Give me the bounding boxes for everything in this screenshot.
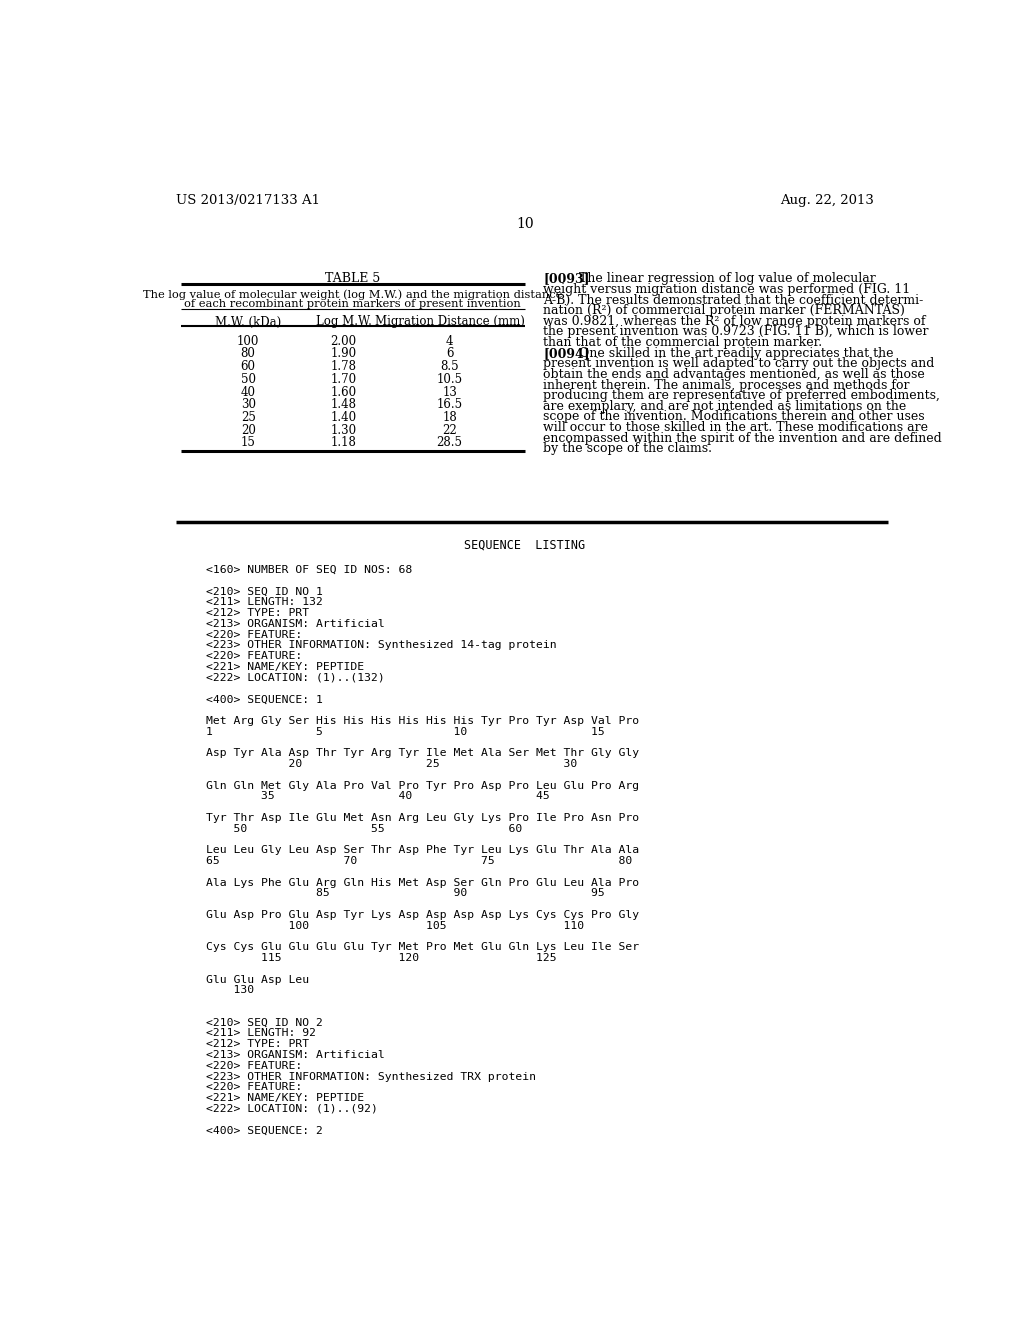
Text: US 2013/0217133 A1: US 2013/0217133 A1 [176,194,321,207]
Text: Gln Gln Met Gly Ala Pro Val Pro Tyr Pro Asp Pro Leu Glu Pro Arg: Gln Gln Met Gly Ala Pro Val Pro Tyr Pro … [206,780,639,791]
Text: <210> SEQ ID NO 1: <210> SEQ ID NO 1 [206,586,323,597]
Text: 25: 25 [241,411,256,424]
Text: 80: 80 [241,347,256,360]
Text: 1               5                   10                  15: 1 5 10 15 [206,726,604,737]
Text: <223> OTHER INFORMATION: Synthesized TRX protein: <223> OTHER INFORMATION: Synthesized TRX… [206,1072,536,1081]
Text: 15: 15 [241,437,256,449]
Text: <211> LENGTH: 92: <211> LENGTH: 92 [206,1028,315,1039]
Text: <213> ORGANISM: Artificial: <213> ORGANISM: Artificial [206,1051,384,1060]
Text: <212> TYPE: PRT: <212> TYPE: PRT [206,1039,308,1049]
Text: <210> SEQ ID NO 2: <210> SEQ ID NO 2 [206,1018,323,1028]
Text: SEQUENCE  LISTING: SEQUENCE LISTING [464,539,586,552]
Text: <213> ORGANISM: Artificial: <213> ORGANISM: Artificial [206,619,384,628]
Text: <400> SEQUENCE: 1: <400> SEQUENCE: 1 [206,694,323,705]
Text: 10: 10 [516,216,534,231]
Text: 100: 100 [237,335,259,347]
Text: 1.30: 1.30 [331,424,356,437]
Text: scope of the invention. Modifications therein and other uses: scope of the invention. Modifications th… [544,411,925,424]
Text: Aug. 22, 2013: Aug. 22, 2013 [779,194,873,207]
Text: 1.40: 1.40 [331,411,356,424]
Text: [0093]: [0093] [544,272,590,285]
Text: 1.60: 1.60 [331,385,356,399]
Text: The linear regression of log value of molecular: The linear regression of log value of mo… [579,272,876,285]
Text: <400> SEQUENCE: 2: <400> SEQUENCE: 2 [206,1126,323,1135]
Text: <221> NAME/KEY: PEPTIDE: <221> NAME/KEY: PEPTIDE [206,663,364,672]
Text: 85                  90                  95: 85 90 95 [206,888,604,899]
Text: 60: 60 [241,360,256,374]
Text: the present invention was 0.9723 (FIG. 11 B), which is lower: the present invention was 0.9723 (FIG. 1… [544,326,929,338]
Text: Leu Leu Gly Leu Asp Ser Thr Asp Phe Tyr Leu Lys Glu Thr Ala Ala: Leu Leu Gly Leu Asp Ser Thr Asp Phe Tyr … [206,845,639,855]
Text: 50: 50 [241,372,256,385]
Text: <220> FEATURE:: <220> FEATURE: [206,630,302,640]
Text: will occur to those skilled in the art. These modifications are: will occur to those skilled in the art. … [544,421,929,434]
Text: by the scope of the claims.: by the scope of the claims. [544,442,713,455]
Text: One skilled in the art readily appreciates that the: One skilled in the art readily appreciat… [579,347,894,360]
Text: Ala Lys Phe Glu Arg Gln His Met Asp Ser Gln Pro Glu Leu Ala Pro: Ala Lys Phe Glu Arg Gln His Met Asp Ser … [206,878,639,887]
Text: TABLE 5: TABLE 5 [326,272,380,285]
Text: 35                  40                  45: 35 40 45 [206,792,549,801]
Text: 30: 30 [241,399,256,412]
Text: Cys Cys Glu Glu Glu Glu Tyr Met Pro Met Glu Gln Lys Leu Ile Ser: Cys Cys Glu Glu Glu Glu Tyr Met Pro Met … [206,942,639,952]
Text: 4: 4 [445,335,454,347]
Text: <222> LOCATION: (1)..(92): <222> LOCATION: (1)..(92) [206,1104,378,1114]
Text: 2.00: 2.00 [331,335,356,347]
Text: 18: 18 [442,411,457,424]
Text: present invention is well adapted to carry out the objects and: present invention is well adapted to car… [544,358,935,371]
Text: 1.78: 1.78 [331,360,356,374]
Text: M.W. (kDa): M.W. (kDa) [215,315,282,329]
Text: The log value of molecular weight (log M.W.) and the migration distance: The log value of molecular weight (log M… [143,289,562,300]
Text: Tyr Thr Asp Ile Glu Met Asn Arg Leu Gly Lys Pro Ile Pro Asn Pro: Tyr Thr Asp Ile Glu Met Asn Arg Leu Gly … [206,813,639,822]
Text: 1.48: 1.48 [331,399,356,412]
Text: 115                 120                 125: 115 120 125 [206,953,556,964]
Text: inherent therein. The animals, processes and methods for: inherent therein. The animals, processes… [544,379,910,392]
Text: producing them are representative of preferred embodiments,: producing them are representative of pre… [544,389,940,403]
Text: <211> LENGTH: 132: <211> LENGTH: 132 [206,598,323,607]
Text: obtain the ends and advantages mentioned, as well as those: obtain the ends and advantages mentioned… [544,368,925,381]
Text: Log M.W.: Log M.W. [315,315,372,329]
Text: 100                 105                 110: 100 105 110 [206,921,584,931]
Text: 20: 20 [241,424,256,437]
Text: Met Arg Gly Ser His His His His His His Tyr Pro Tyr Asp Val Pro: Met Arg Gly Ser His His His His His His … [206,715,639,726]
Text: 130: 130 [206,985,254,995]
Text: 22: 22 [442,424,457,437]
Text: <222> LOCATION: (1)..(132): <222> LOCATION: (1)..(132) [206,673,384,682]
Text: 13: 13 [442,385,457,399]
Text: 16.5: 16.5 [436,399,463,412]
Text: A-B). The results demonstrated that the coefficient determi-: A-B). The results demonstrated that the … [544,293,924,306]
Text: [0094]: [0094] [544,347,590,360]
Text: than that of the commercial protein marker.: than that of the commercial protein mark… [544,337,822,348]
Text: <220> FEATURE:: <220> FEATURE: [206,651,302,661]
Text: 1.18: 1.18 [331,437,356,449]
Text: 50                  55                  60: 50 55 60 [206,824,522,834]
Text: nation (R²) of commercial protein marker (FERMANTAS): nation (R²) of commercial protein marker… [544,304,905,317]
Text: 40: 40 [241,385,256,399]
Text: 1.70: 1.70 [331,372,356,385]
Text: 8.5: 8.5 [440,360,459,374]
Text: <220> FEATURE:: <220> FEATURE: [206,1082,302,1093]
Text: <223> OTHER INFORMATION: Synthesized 14-tag protein: <223> OTHER INFORMATION: Synthesized 14-… [206,640,556,651]
Text: 20                  25                  30: 20 25 30 [206,759,577,770]
Text: 6: 6 [445,347,454,360]
Text: 65                  70                  75                  80: 65 70 75 80 [206,857,632,866]
Text: weight versus migration distance was performed (FIG. 11: weight versus migration distance was per… [544,282,910,296]
Text: <221> NAME/KEY: PEPTIDE: <221> NAME/KEY: PEPTIDE [206,1093,364,1104]
Text: Migration Distance (mm): Migration Distance (mm) [375,315,524,329]
Text: Asp Tyr Ala Asp Thr Tyr Arg Tyr Ile Met Ala Ser Met Thr Gly Gly: Asp Tyr Ala Asp Thr Tyr Arg Tyr Ile Met … [206,748,639,758]
Text: are exemplary, and are not intended as limitations on the: are exemplary, and are not intended as l… [544,400,906,413]
Text: encompassed within the spirit of the invention and are defined: encompassed within the spirit of the inv… [544,432,942,445]
Text: was 0.9821, whereas the R² of low range protein markers of: was 0.9821, whereas the R² of low range … [544,315,926,327]
Text: 10.5: 10.5 [436,372,463,385]
Text: 28.5: 28.5 [436,437,463,449]
Text: <160> NUMBER OF SEQ ID NOS: 68: <160> NUMBER OF SEQ ID NOS: 68 [206,565,412,576]
Text: 1.90: 1.90 [331,347,356,360]
Text: Glu Glu Asp Leu: Glu Glu Asp Leu [206,974,308,985]
Text: of each recombinant protein markers of present invention: of each recombinant protein markers of p… [184,298,521,309]
Text: <220> FEATURE:: <220> FEATURE: [206,1061,302,1071]
Text: Glu Asp Pro Glu Asp Tyr Lys Asp Asp Asp Asp Lys Cys Cys Pro Gly: Glu Asp Pro Glu Asp Tyr Lys Asp Asp Asp … [206,909,639,920]
Text: <212> TYPE: PRT: <212> TYPE: PRT [206,609,308,618]
